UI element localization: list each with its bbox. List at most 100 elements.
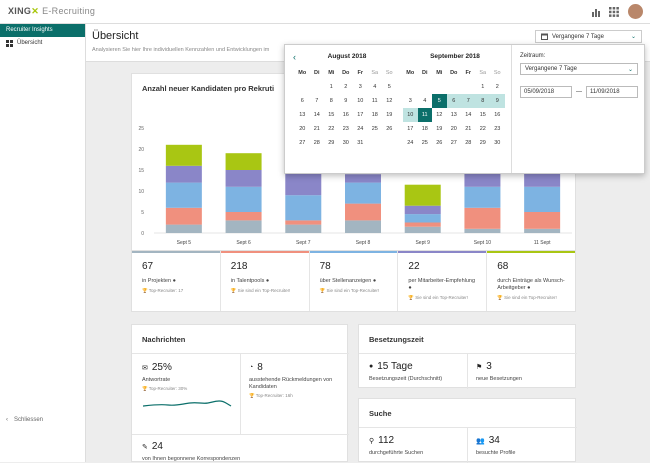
bar-segment[interactable]: [404, 214, 441, 223]
calendar-day[interactable]: 23: [342, 126, 349, 132]
calendar-day[interactable]: 22: [479, 126, 486, 132]
bar-segment[interactable]: [464, 186, 501, 208]
calendar-day[interactable]: 30: [494, 140, 501, 146]
calendar-day[interactable]: 3: [358, 84, 362, 90]
bar-segment[interactable]: [345, 182, 381, 204]
bar-segment[interactable]: [345, 220, 381, 233]
bar-segment[interactable]: [165, 182, 202, 208]
date-to-input[interactable]: 11/09/2018: [586, 86, 638, 98]
calendar-day[interactable]: 17: [407, 126, 414, 132]
calendar-day[interactable]: 24: [407, 140, 414, 146]
bar-segment[interactable]: [225, 186, 262, 212]
chart-icon[interactable]: [591, 7, 601, 17]
range-dropdown[interactable]: Vergangene 7 Tage ⌄: [535, 30, 642, 43]
bar-segment[interactable]: [464, 228, 501, 233]
calendar-day[interactable]: 5: [387, 84, 391, 90]
calendar-day[interactable]: 29: [479, 140, 486, 146]
calendar-day[interactable]: 4: [423, 98, 427, 104]
calendar-day[interactable]: 8: [329, 98, 333, 104]
calendar-day[interactable]: 10: [403, 108, 418, 122]
sidebar-close-button[interactable]: ‹ Schliessen: [6, 417, 43, 423]
calendar-day[interactable]: 27: [450, 140, 457, 146]
bar-segment[interactable]: [165, 224, 202, 233]
help-icon[interactable]: ●: [265, 278, 270, 284]
calendar-day[interactable]: 19: [386, 112, 393, 118]
bar-segment[interactable]: [404, 226, 441, 233]
apps-grid-icon[interactable]: [609, 7, 619, 17]
bar-segment[interactable]: [464, 207, 501, 229]
bar-segment[interactable]: [225, 212, 262, 221]
calendar-day[interactable]: 17: [357, 112, 364, 118]
calendar-day[interactable]: 9: [490, 94, 505, 108]
bar-segment[interactable]: [225, 170, 262, 187]
bar-segment[interactable]: [165, 144, 202, 166]
bar-segment[interactable]: [345, 174, 381, 183]
calendar-day[interactable]: 6: [446, 94, 461, 108]
calendar-day[interactable]: 13: [450, 112, 457, 118]
bar-segment[interactable]: [165, 165, 202, 183]
calendar-day[interactable]: 3: [408, 98, 412, 104]
calendar-day[interactable]: 12: [386, 98, 393, 104]
bar-segment[interactable]: [524, 212, 561, 229]
bar-segment[interactable]: [165, 207, 202, 225]
calendar-day[interactable]: 23: [494, 126, 501, 132]
bar-segment[interactable]: [225, 153, 262, 170]
sidebar-item-uebersicht[interactable]: Übersicht: [0, 37, 85, 49]
bar-segment[interactable]: [225, 220, 262, 233]
calendar-day[interactable]: 31: [357, 140, 364, 146]
calendar-day[interactable]: 26: [436, 140, 443, 146]
calendar-day[interactable]: 5: [432, 94, 447, 108]
calendar-day[interactable]: 12: [436, 112, 443, 118]
calendar-day[interactable]: 8: [475, 94, 490, 108]
calendar-day[interactable]: 27: [299, 140, 306, 146]
calendar-day[interactable]: 6: [300, 98, 304, 104]
help-icon[interactable]: ●: [527, 285, 531, 291]
calendar-day[interactable]: 20: [299, 126, 306, 132]
calendar-day[interactable]: 25: [421, 140, 428, 146]
calendar-day[interactable]: 29: [328, 140, 335, 146]
bar-segment[interactable]: [524, 228, 561, 233]
prev-month-button[interactable]: ‹: [293, 52, 296, 62]
calendar-day[interactable]: 21: [313, 126, 320, 132]
calendar-day[interactable]: 14: [465, 112, 472, 118]
calendar-day[interactable]: 11: [371, 98, 378, 104]
calendar-day[interactable]: 30: [342, 140, 349, 146]
calendar-day[interactable]: 28: [313, 140, 320, 146]
calendar-day[interactable]: 2: [344, 84, 348, 90]
calendar-day[interactable]: 19: [436, 126, 443, 132]
calendar-day[interactable]: 2: [495, 84, 499, 90]
help-icon[interactable]: ●: [408, 285, 412, 291]
help-icon[interactable]: ●: [172, 278, 176, 284]
user-avatar[interactable]: [628, 4, 643, 19]
calendar-day[interactable]: 10: [357, 98, 364, 104]
bar-segment[interactable]: [285, 220, 322, 225]
calendar-day[interactable]: 7: [461, 94, 476, 108]
calendar-day[interactable]: 1: [329, 84, 333, 90]
calendar-day[interactable]: 14: [313, 112, 320, 118]
calendar-day[interactable]: 18: [371, 112, 378, 118]
calendar-day[interactable]: 25: [371, 126, 378, 132]
calendar-day[interactable]: 16: [342, 112, 349, 118]
calendar-day[interactable]: 1: [481, 84, 485, 90]
calendar-day[interactable]: 24: [357, 126, 364, 132]
calendar-day[interactable]: 4: [373, 84, 377, 90]
calendar-day[interactable]: 28: [465, 140, 472, 146]
calendar-day[interactable]: 16: [494, 112, 501, 118]
calendar-day[interactable]: 11: [417, 108, 432, 122]
calendar-day[interactable]: 18: [421, 126, 428, 132]
range-select[interactable]: Vergangene 7 Tage ⌄: [520, 63, 638, 75]
date-from-input[interactable]: 05/09/2018: [520, 86, 572, 98]
calendar-day[interactable]: 22: [328, 126, 335, 132]
bar-segment[interactable]: [404, 184, 441, 206]
xing-logo[interactable]: XING✕ E-Recruiting: [8, 6, 95, 17]
bar-segment[interactable]: [404, 205, 441, 215]
bar-segment[interactable]: [524, 186, 561, 212]
bar-segment[interactable]: [345, 203, 381, 221]
calendar-day[interactable]: 7: [315, 98, 319, 104]
calendar-day[interactable]: 26: [386, 126, 393, 132]
bar-segment[interactable]: [404, 222, 441, 227]
bar-segment[interactable]: [285, 224, 322, 233]
help-icon[interactable]: ●: [372, 278, 377, 284]
calendar-day[interactable]: 21: [465, 126, 472, 132]
sidebar-header[interactable]: Recruiter Insights: [0, 24, 85, 37]
